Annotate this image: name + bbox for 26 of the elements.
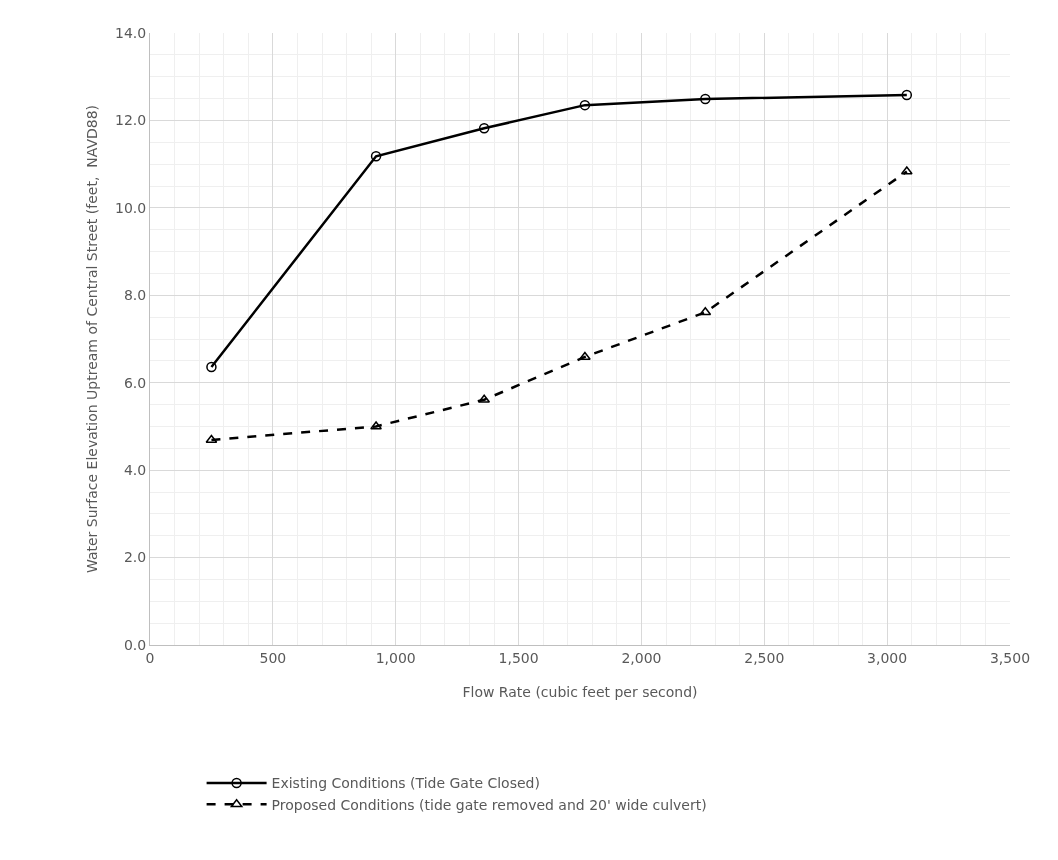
y-tick-label: 6.0 xyxy=(123,374,147,391)
y-tick-label: 2.0 xyxy=(123,549,147,566)
x-tick-label: 1,000 xyxy=(375,649,416,666)
y-tick-label: 10.0 xyxy=(115,199,147,216)
legend-label: Existing Conditions (Tide Gate Closed) xyxy=(271,775,540,792)
point xyxy=(206,361,217,373)
point xyxy=(700,93,711,105)
x-tick-label: 1,500 xyxy=(498,649,539,666)
x-tick-label: 0 xyxy=(145,649,155,666)
x-tick-label: 3,000 xyxy=(867,649,908,666)
point xyxy=(370,151,382,162)
legend-label: Proposed Conditions (tide gate removed and 20' wide culvert) xyxy=(271,796,707,813)
x-axis-title: Flow Rate (cubic feet per second) xyxy=(462,684,698,700)
x-tick-label: 500 xyxy=(259,649,287,666)
point xyxy=(478,123,490,134)
y-tick-label: 12.0 xyxy=(115,112,147,129)
y-tick-label: 8.0 xyxy=(123,287,147,304)
y-tick-label: 0.0 xyxy=(123,636,147,653)
x-tick-label: 3,500 xyxy=(989,649,1031,666)
y-tick-label: 14.0 xyxy=(115,24,147,41)
y-tick-label: 4.0 xyxy=(123,462,147,479)
point xyxy=(579,99,591,111)
y-axis-title: Water Surface Elevation Uptream of Central Street (feet, NAVD88) xyxy=(83,104,100,574)
point xyxy=(901,89,913,101)
x-tick-label: 2,000 xyxy=(621,649,662,666)
x-tick-label: 2,500 xyxy=(744,649,785,666)
